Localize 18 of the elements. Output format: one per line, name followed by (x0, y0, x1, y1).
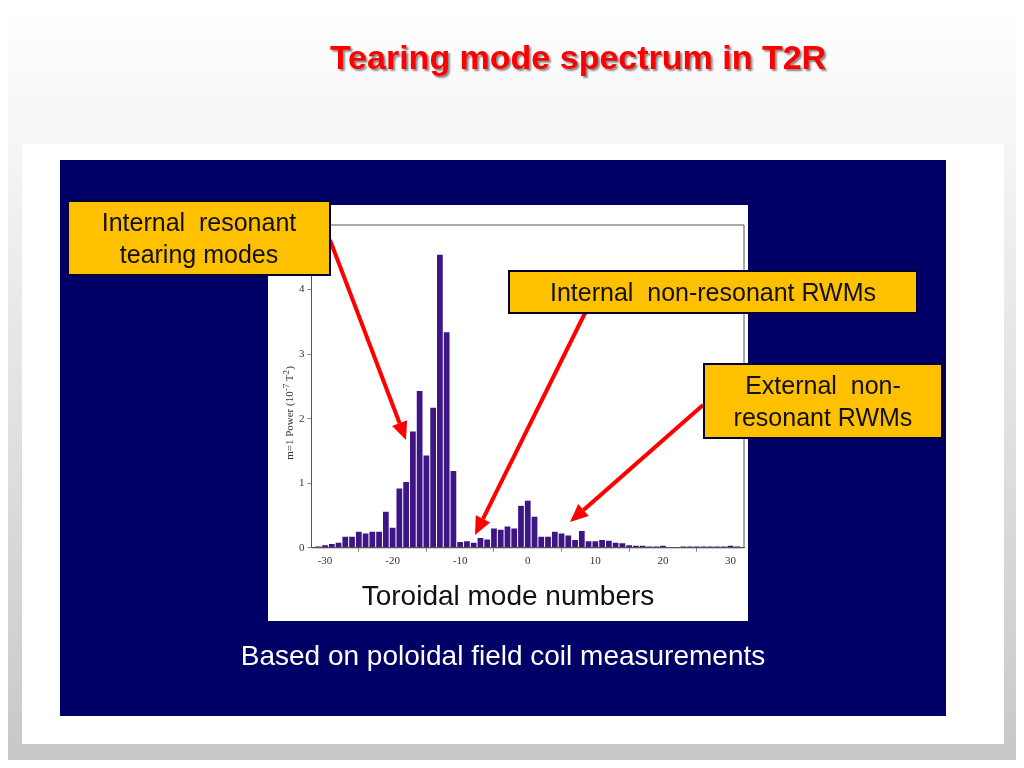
y-tick-label: 0 (299, 540, 305, 553)
y-tick-label: 2 (299, 411, 305, 424)
x-tick-label: 10 (589, 554, 602, 567)
x-axis-title: Toroidal mode numbers (360, 580, 656, 612)
x-tick-label: -20 (385, 554, 401, 567)
x-tick-label: -30 (317, 554, 333, 567)
text: Based on poloidal field coil measurements (239, 640, 767, 672)
y-tick-label: 1 (299, 476, 305, 489)
x-tick-label: -10 (452, 554, 468, 567)
callout: Internal resonant tearing modes (67, 200, 331, 276)
y-tick-label: 3 (299, 347, 305, 360)
x-tick-label: 20 (657, 554, 669, 567)
y-tick-label: 4 (299, 282, 305, 295)
x-tick-label: 0 (525, 554, 531, 567)
callout: Internal non-resonant RWMs (508, 270, 918, 314)
x-tick-label: 30 (724, 554, 737, 567)
callout: External non-resonant RWMs (703, 363, 943, 439)
chart-title: Tearing mode spectrum in T2R (328, 38, 828, 77)
